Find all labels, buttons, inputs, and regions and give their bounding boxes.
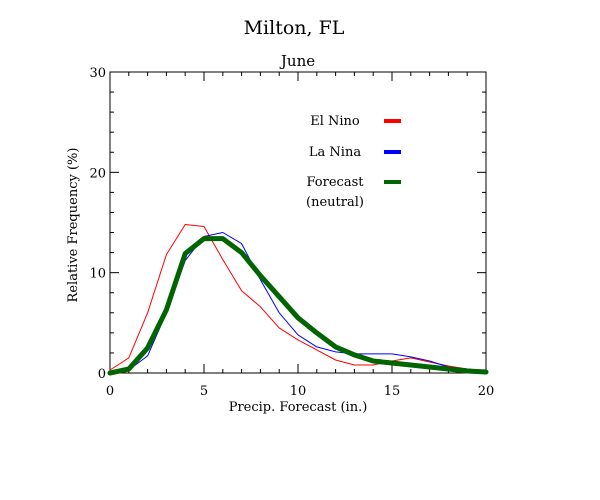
y-tick-label: 30: [89, 66, 106, 81]
x-tick-label: 5: [200, 384, 208, 399]
x-tick-label: 10: [290, 384, 307, 399]
y-tick-label: 10: [89, 267, 106, 282]
x-axis-label: Precip. Forecast (in.): [229, 400, 368, 415]
chart-title: Milton, FL: [244, 17, 345, 39]
legend-label: La Nina: [309, 145, 361, 160]
series-line-el-nino: [109, 224, 487, 372]
legend-label: (neutral): [306, 195, 364, 210]
chart-subtitle: June: [279, 52, 315, 70]
plot-frame: [109, 71, 487, 374]
y-axis-label: Relative Frequency (%): [66, 148, 81, 303]
x-tick-label: 15: [384, 384, 401, 399]
x-tick-label: 20: [478, 384, 495, 399]
x-tick-label: 0: [106, 384, 114, 399]
y-tick-label: 0: [98, 367, 106, 382]
axis-ticks: [109, 71, 487, 374]
plot-area: El Nino La Nina Forecast (neutral): [107, 71, 489, 376]
legend-label: El Nino: [310, 114, 360, 129]
series-layer: [107, 224, 489, 376]
legend: El Nino La Nina Forecast (neutral): [306, 114, 401, 210]
series-line-forecast-neutral: [107, 236, 489, 376]
legend-label: Forecast: [307, 175, 365, 190]
tick-labels: 0 5 10 15 20 0 10 20 30: [89, 66, 494, 399]
y-tick-label: 20: [89, 166, 106, 181]
